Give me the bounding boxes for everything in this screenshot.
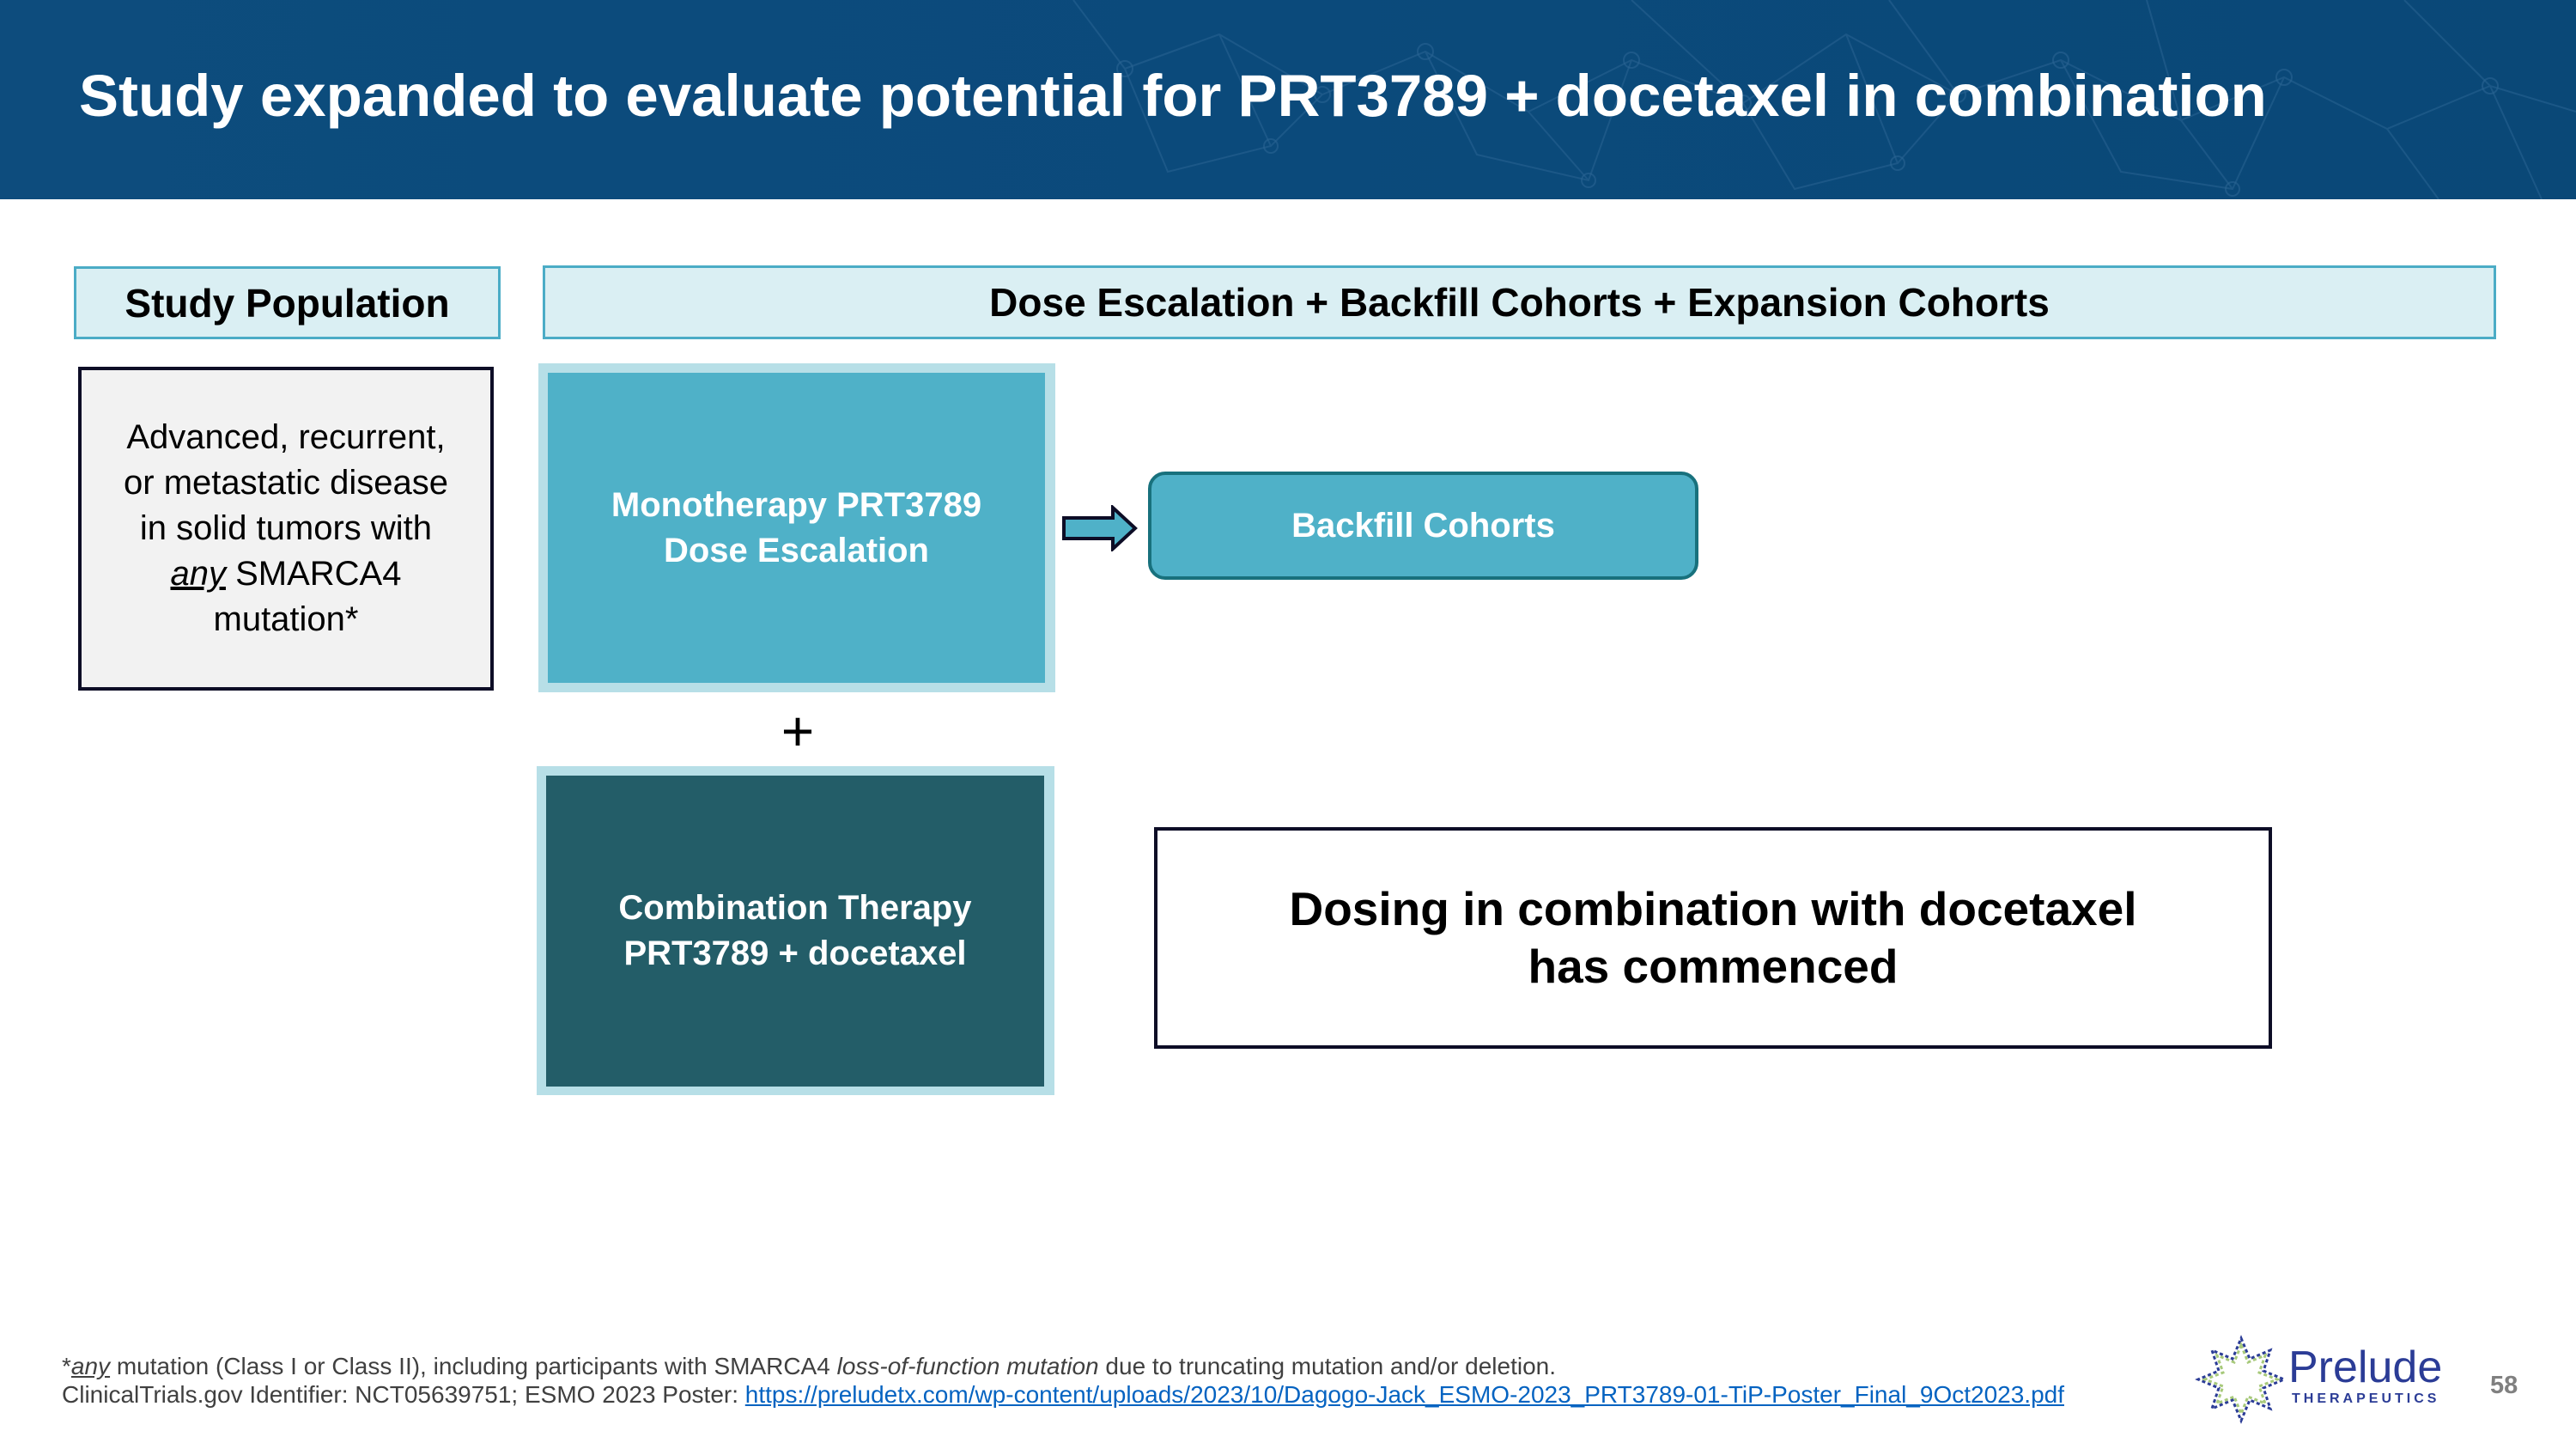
poster-link[interactable]: https://preludetx.com/wp-content/uploads… xyxy=(744,1381,2064,1408)
study-population-text: Advanced, recurrent, or metastatic disea… xyxy=(124,415,448,642)
population-line: or metastatic disease xyxy=(124,464,448,502)
title-banner: Study expanded to evaluate potential for… xyxy=(0,0,2576,199)
combination-title: Combination Therapy xyxy=(618,889,972,927)
network-pattern-graphic xyxy=(1072,0,2576,199)
footnote-line-2: ClinicalTrials.gov Identifier: NCT056397… xyxy=(62,1380,2064,1409)
study-population-header: Study Population xyxy=(74,266,501,339)
prelude-logo-icon xyxy=(2195,1335,2287,1424)
logo-wordmark: Prelude xyxy=(2288,1342,2443,1392)
combination-subtitle: PRT3789 + docetaxel xyxy=(623,935,967,972)
population-line: any SMARCA4 xyxy=(124,551,448,597)
plus-sign: + xyxy=(781,699,815,763)
combination-box: Combination Therapy PRT3789 + docetaxel xyxy=(546,776,1044,1087)
population-line: in solid tumors with xyxy=(139,509,433,547)
logo-tagline: THERAPEUTICS xyxy=(2292,1391,2440,1406)
dosing-note-line: has commenced xyxy=(1528,940,1899,993)
footnote-italic: loss-of-function mutation xyxy=(836,1353,1099,1379)
citation-text: ClinicalTrials.gov Identifier: NCT056397… xyxy=(62,1381,745,1408)
page-title: Study expanded to evaluate potential for… xyxy=(79,63,2267,129)
cohorts-header: Dose Escalation + Backfill Cohorts + Exp… xyxy=(543,265,2496,339)
smarca4-text: SMARCA4 xyxy=(225,555,402,593)
footnote-line-1: *any mutation (Class I or Class II), inc… xyxy=(62,1352,2064,1380)
footnote-text: mutation (Class I or Class II), includin… xyxy=(110,1353,837,1379)
monotherapy-title: Monotherapy PRT3789 xyxy=(611,485,982,524)
right-arrow-icon xyxy=(1062,505,1138,551)
dosing-note-box: Dosing in combination with docetaxel has… xyxy=(1154,827,2272,1049)
dosing-note-line: Dosing in combination with docetaxel xyxy=(1289,882,2137,935)
population-line: mutation* xyxy=(213,600,359,638)
page-number: 58 xyxy=(2490,1372,2518,1399)
population-line: Advanced, recurrent, xyxy=(126,418,446,456)
monotherapy-subtitle: Dose Escalation xyxy=(663,531,929,569)
monotherapy-box: Monotherapy PRT3789 Dose Escalation xyxy=(548,373,1045,683)
footnote: *any mutation (Class I or Class II), inc… xyxy=(62,1352,2064,1409)
asterisk: * xyxy=(62,1353,71,1379)
study-population-box: Advanced, recurrent, or metastatic disea… xyxy=(78,367,494,691)
backfill-cohorts-box: Backfill Cohorts xyxy=(1148,472,1698,580)
any-emphasis: any xyxy=(170,555,226,593)
footnote-text: due to truncating mutation and/or deleti… xyxy=(1098,1353,1556,1379)
any-emphasis: any xyxy=(70,1353,111,1379)
